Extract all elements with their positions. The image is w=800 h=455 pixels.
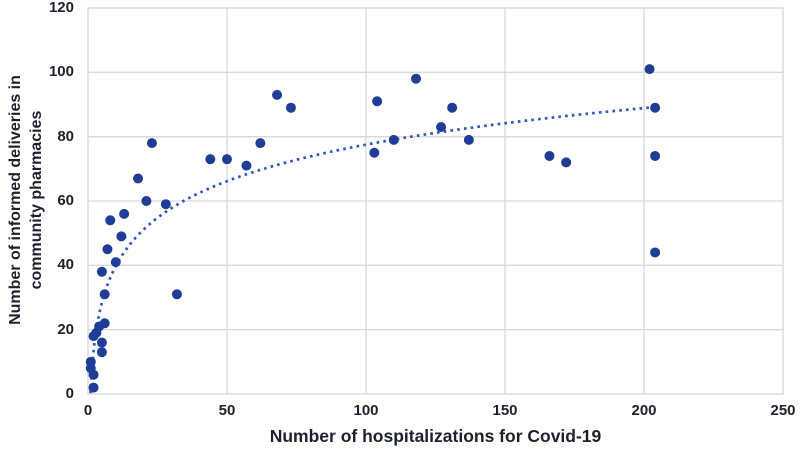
data-point-marker xyxy=(644,64,655,75)
data-point-marker xyxy=(96,337,107,348)
data-point-marker xyxy=(447,102,458,113)
data-point-marker xyxy=(96,266,107,277)
data-point-marker xyxy=(411,73,422,84)
data-point-marker xyxy=(561,157,572,168)
data-point-marker xyxy=(133,173,144,184)
x-tick-label: 100 xyxy=(353,402,379,419)
data-point-marker xyxy=(99,289,110,300)
data-point-marker xyxy=(96,347,107,358)
y-tick-label: 0 xyxy=(65,385,74,402)
y-tick-label: 120 xyxy=(48,0,74,16)
data-point-marker xyxy=(102,244,113,255)
data-point-marker xyxy=(99,318,110,329)
data-point-marker xyxy=(369,147,380,158)
x-tick-label: 0 xyxy=(83,402,93,419)
y-tick-label: 80 xyxy=(57,127,74,145)
y-tick-label: 40 xyxy=(57,256,74,274)
data-point-marker xyxy=(650,102,661,113)
y-axis-title-line-1: Number of informed deliveries in xyxy=(7,75,24,325)
x-tick-label: 50 xyxy=(218,402,236,419)
y-tick-label: 100 xyxy=(48,63,74,81)
data-point-marker xyxy=(436,122,447,133)
data-point-marker xyxy=(388,134,399,145)
data-point-marker xyxy=(222,154,232,165)
data-point-marker xyxy=(119,208,130,219)
data-point-marker xyxy=(85,356,96,367)
data-point-marker xyxy=(372,96,383,107)
data-point-marker xyxy=(255,138,266,149)
data-point-marker xyxy=(171,289,182,300)
data-point-marker xyxy=(650,247,661,258)
plot-border xyxy=(87,7,784,395)
data-point-marker xyxy=(160,199,171,210)
x-tick-label: 250 xyxy=(770,402,796,419)
data-point-marker xyxy=(88,369,99,380)
x-tick-label: 150 xyxy=(492,402,518,419)
y-tick-label: 60 xyxy=(57,192,74,209)
y-axis-title: Number of informed deliveries in communi… xyxy=(5,0,47,400)
data-point-marker xyxy=(285,102,296,113)
data-point-marker xyxy=(241,160,252,171)
data-point-marker xyxy=(650,150,661,161)
data-point-marker xyxy=(88,382,99,393)
y-axis-title-line-2: community pharmacies xyxy=(28,110,45,290)
data-point-marker xyxy=(272,89,283,100)
data-point-marker xyxy=(116,231,127,242)
data-point-marker xyxy=(463,134,474,145)
trendline-dotted xyxy=(89,105,656,394)
data-point-marker xyxy=(105,215,116,226)
x-tick-label: 200 xyxy=(631,402,657,419)
x-axis-title: Number of hospitalizations for Covid-19 xyxy=(269,426,602,446)
data-point-marker xyxy=(544,150,555,161)
data-point-marker xyxy=(110,257,121,268)
y-tick-label: 20 xyxy=(57,320,74,338)
data-point-marker xyxy=(141,196,152,206)
data-point-marker xyxy=(205,154,216,165)
data-point-marker xyxy=(146,138,157,149)
